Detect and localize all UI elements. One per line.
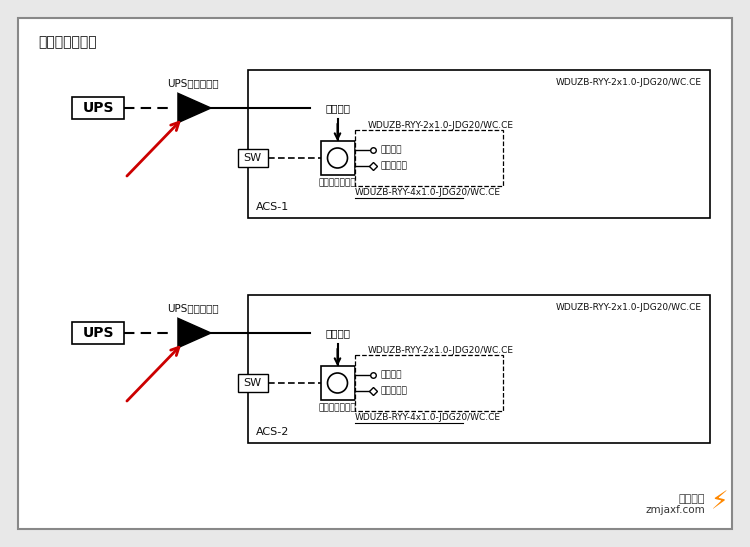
FancyBboxPatch shape bbox=[238, 374, 268, 392]
Text: 开关电源: 开关电源 bbox=[325, 328, 350, 338]
Text: 人脸识别一体机: 人脸识别一体机 bbox=[319, 403, 356, 412]
Polygon shape bbox=[175, 317, 211, 349]
Text: UPS楼层配电箱: UPS楼层配电箱 bbox=[167, 78, 219, 88]
Text: ACS-2: ACS-2 bbox=[256, 427, 290, 437]
Polygon shape bbox=[175, 92, 211, 124]
FancyBboxPatch shape bbox=[238, 149, 268, 167]
Text: 出门按钮: 出门按钮 bbox=[380, 370, 402, 380]
Text: UPS楼层配电箱: UPS楼层配电箱 bbox=[167, 303, 219, 313]
Text: zmjaxf.com: zmjaxf.com bbox=[645, 505, 705, 515]
FancyBboxPatch shape bbox=[310, 97, 365, 119]
Text: 双门磁力锁: 双门磁力锁 bbox=[380, 387, 407, 395]
Text: ⚡: ⚡ bbox=[711, 490, 729, 514]
FancyBboxPatch shape bbox=[310, 322, 365, 344]
FancyBboxPatch shape bbox=[248, 295, 710, 443]
Text: WDUZB-RYY-2x1.0-JDG20/WC.CE: WDUZB-RYY-2x1.0-JDG20/WC.CE bbox=[556, 78, 702, 87]
Text: ACS-1: ACS-1 bbox=[256, 202, 290, 212]
Circle shape bbox=[328, 148, 347, 168]
Circle shape bbox=[328, 373, 347, 393]
Text: WDUZB-RYY-2x1.0-JDG20/WC.CE: WDUZB-RYY-2x1.0-JDG20/WC.CE bbox=[368, 121, 514, 130]
Text: 单门磁力锁: 单门磁力锁 bbox=[380, 161, 407, 171]
FancyBboxPatch shape bbox=[320, 366, 355, 400]
Text: SW: SW bbox=[244, 378, 262, 388]
Text: 智森消防: 智森消防 bbox=[679, 494, 705, 504]
Text: WDUZB-RYY-2x1.0-JDG20/WC.CE: WDUZB-RYY-2x1.0-JDG20/WC.CE bbox=[556, 303, 702, 312]
FancyBboxPatch shape bbox=[72, 97, 124, 119]
Text: UPS: UPS bbox=[82, 101, 114, 115]
Text: WDUZB-RYY-4x1.0-JDG20/WC.CE: WDUZB-RYY-4x1.0-JDG20/WC.CE bbox=[355, 188, 500, 197]
Text: 开关电源: 开关电源 bbox=[325, 103, 350, 113]
Text: WDUZB-RYY-2x1.0-JDG20/WC.CE: WDUZB-RYY-2x1.0-JDG20/WC.CE bbox=[368, 346, 514, 355]
Text: UPS: UPS bbox=[82, 326, 114, 340]
Text: 人脸识别一体机: 人脸识别一体机 bbox=[319, 178, 356, 187]
FancyBboxPatch shape bbox=[355, 355, 503, 411]
Text: SW: SW bbox=[244, 153, 262, 163]
Text: 门禁接线示意图: 门禁接线示意图 bbox=[38, 35, 97, 49]
FancyBboxPatch shape bbox=[320, 141, 355, 175]
FancyBboxPatch shape bbox=[72, 322, 124, 344]
FancyBboxPatch shape bbox=[18, 18, 732, 529]
Text: WDUZB-RYY-4x1.0-JDG20/WC.CE: WDUZB-RYY-4x1.0-JDG20/WC.CE bbox=[355, 413, 500, 422]
Text: 出门按钮: 出门按钮 bbox=[380, 146, 402, 154]
FancyBboxPatch shape bbox=[248, 70, 710, 218]
FancyBboxPatch shape bbox=[355, 130, 503, 186]
